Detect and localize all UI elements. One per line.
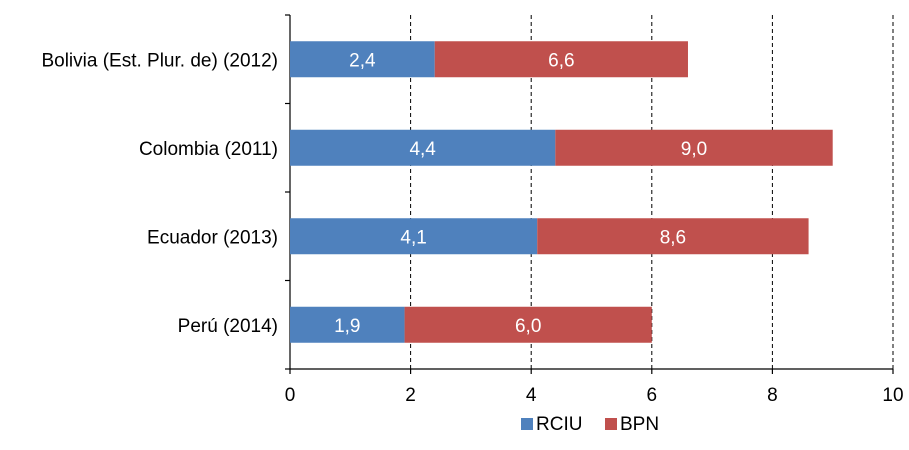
data-label: 6,6 <box>548 50 574 71</box>
data-label: 9,0 <box>681 139 707 160</box>
x-tick-label: 6 <box>647 385 658 406</box>
category-label: Ecuador (2013) <box>147 227 278 248</box>
bar-rciu <box>290 129 556 166</box>
legend-swatch-rciu <box>521 418 533 430</box>
data-label: 2,4 <box>349 50 376 71</box>
data-label: 6,0 <box>515 316 541 337</box>
legend-label: RCIU <box>536 414 582 435</box>
x-tick-label: 8 <box>767 385 778 406</box>
data-label: 4,1 <box>400 227 426 248</box>
x-tick-label: 2 <box>405 385 416 406</box>
x-tick-label: 0 <box>285 385 296 406</box>
data-label: 8,6 <box>660 227 686 248</box>
bar-rciu <box>290 41 435 78</box>
bar-bpn <box>434 41 688 78</box>
legend-label: BPN <box>620 414 659 435</box>
x-tick-label: 4 <box>526 385 537 406</box>
bar-rciu <box>290 218 538 255</box>
x-tick-label: 10 <box>882 385 903 406</box>
category-label: Colombia (2011) <box>139 139 278 160</box>
bar-bpn <box>537 218 809 255</box>
bar-rciu <box>290 306 405 343</box>
data-label: 4,4 <box>409 139 436 160</box>
category-label: Perú (2014) <box>178 316 278 337</box>
bar-bpn <box>404 306 652 343</box>
data-label: 1,9 <box>334 316 360 337</box>
category-label: Bolivia (Est. Plur. de) (2012) <box>41 50 278 71</box>
bar-bpn <box>555 129 833 166</box>
legend-swatch-bpn <box>605 418 617 430</box>
